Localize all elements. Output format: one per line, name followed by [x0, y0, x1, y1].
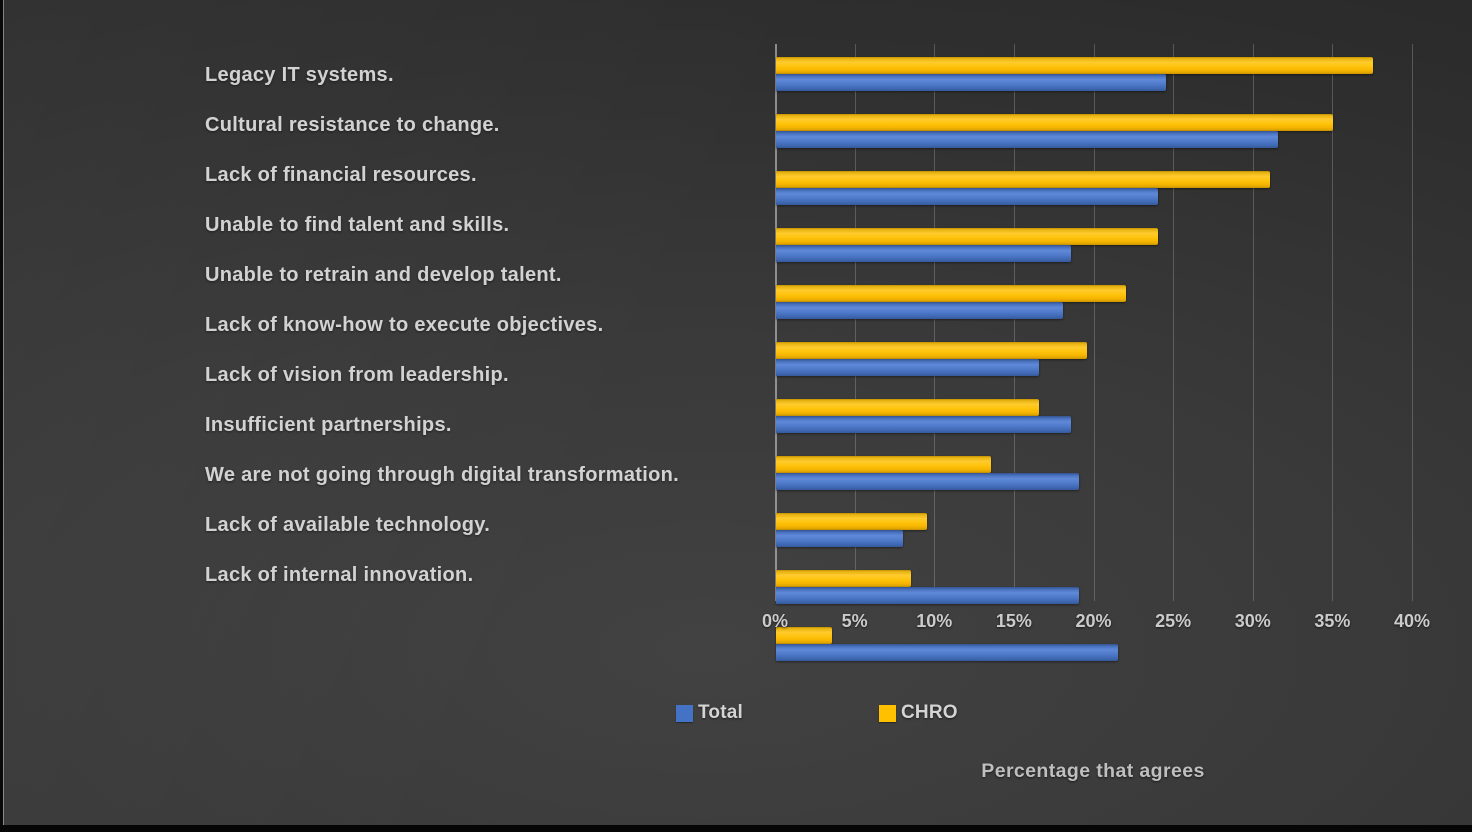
- category-label: Lack of financial resources.: [205, 163, 477, 186]
- legend-swatch-total: [676, 704, 693, 722]
- category-label: Lack of internal innovation.: [205, 563, 474, 586]
- bar-chro: [776, 570, 912, 587]
- y-axis-line: [775, 44, 777, 601]
- legend-label: CHRO: [901, 702, 958, 723]
- bar-total: [776, 74, 1167, 91]
- x-tick-label: 5%: [841, 611, 868, 631]
- gridline: [1252, 44, 1254, 601]
- x-tick-label: 15%: [995, 611, 1032, 631]
- gridline: [1412, 44, 1413, 601]
- chart-legend: Total CHRO: [0, 701, 1472, 727]
- bar-row: [776, 399, 1413, 449]
- plot-gridlines: [775, 44, 1413, 601]
- gridline: [1013, 44, 1015, 601]
- category-axis-labels: Legacy IT systems. Cultural resistance to…: [205, 50, 771, 600]
- slide-left-border: [0, 0, 3, 832]
- bar-total: [776, 359, 1039, 376]
- x-tick-label: 30%: [1234, 611, 1271, 631]
- bar-row: [776, 570, 1413, 620]
- gridline: [1093, 44, 1095, 601]
- bar-row: [776, 513, 1413, 563]
- bar-chro: [776, 228, 1159, 245]
- category-label: Lack of vision from leadership.: [205, 363, 509, 386]
- slide-left-edge-highlight: [3, 0, 4, 826]
- category-label: We are not going through digital transfo…: [205, 463, 680, 486]
- gridline: [1173, 44, 1175, 601]
- x-tick-label: 35%: [1314, 611, 1351, 631]
- legend-label: Total: [698, 702, 743, 723]
- x-tick-label: 20%: [1075, 611, 1112, 631]
- category-label: Unable to retrain and develop talent.: [205, 263, 562, 286]
- legend-item-total: Total: [676, 701, 743, 725]
- bar-chro: [776, 57, 1374, 74]
- legend-item-chro: CHRO: [879, 701, 958, 725]
- gridline: [854, 44, 856, 601]
- bar-row: [776, 171, 1413, 221]
- bar-total: [776, 473, 1079, 490]
- x-tick-label: 25%: [1155, 611, 1192, 631]
- bar-row: [776, 285, 1413, 335]
- bar-row: [776, 627, 1413, 677]
- bar-total: [776, 644, 1119, 661]
- bar-total: [776, 245, 1071, 262]
- x-tick-label: 10%: [916, 611, 953, 631]
- legend-swatch-chro: [879, 704, 896, 722]
- bar-total: [776, 587, 1079, 604]
- category-label: Lack of available technology.: [205, 513, 491, 536]
- bar-chro: [776, 342, 1087, 359]
- bottom-black-strip: [0, 825, 1472, 832]
- bar-chro: [776, 171, 1270, 188]
- bar-chro: [776, 513, 928, 530]
- bar-total: [776, 131, 1278, 148]
- bar-total: [776, 530, 904, 547]
- bar-total: [776, 188, 1159, 205]
- bar-chro: [776, 627, 832, 644]
- bar-row: [776, 228, 1413, 278]
- category-label: Lack of know-how to execute objectives.: [205, 313, 604, 336]
- bar-row: [776, 342, 1413, 392]
- category-label: Cultural resistance to change.: [205, 113, 500, 136]
- x-tick-label: 40%: [1393, 611, 1431, 631]
- bar-chro: [776, 114, 1334, 131]
- bar-total: [776, 416, 1071, 433]
- bar-chro: [776, 456, 991, 473]
- x-axis-title: Percentage that agrees: [981, 760, 1205, 782]
- bar-row: [776, 114, 1413, 164]
- bar-row: [776, 456, 1413, 506]
- x-tick-label: 0%: [761, 611, 788, 631]
- bar-total: [776, 302, 1063, 319]
- bar-row: [776, 57, 1413, 107]
- gridline: [1332, 44, 1334, 601]
- x-axis-ticks: 0% 5% 10% 15% 20% 25% 30% 35% 40%: [762, 611, 1430, 641]
- category-label: Insufficient partnerships.: [205, 413, 452, 436]
- bar-chro: [776, 285, 1127, 302]
- category-label: Legacy IT systems.: [205, 63, 394, 86]
- gridline: [934, 44, 936, 601]
- bar-chro: [776, 399, 1039, 416]
- plot-bars: [776, 50, 1413, 677]
- category-label: Unable to find talent and skills.: [205, 213, 510, 236]
